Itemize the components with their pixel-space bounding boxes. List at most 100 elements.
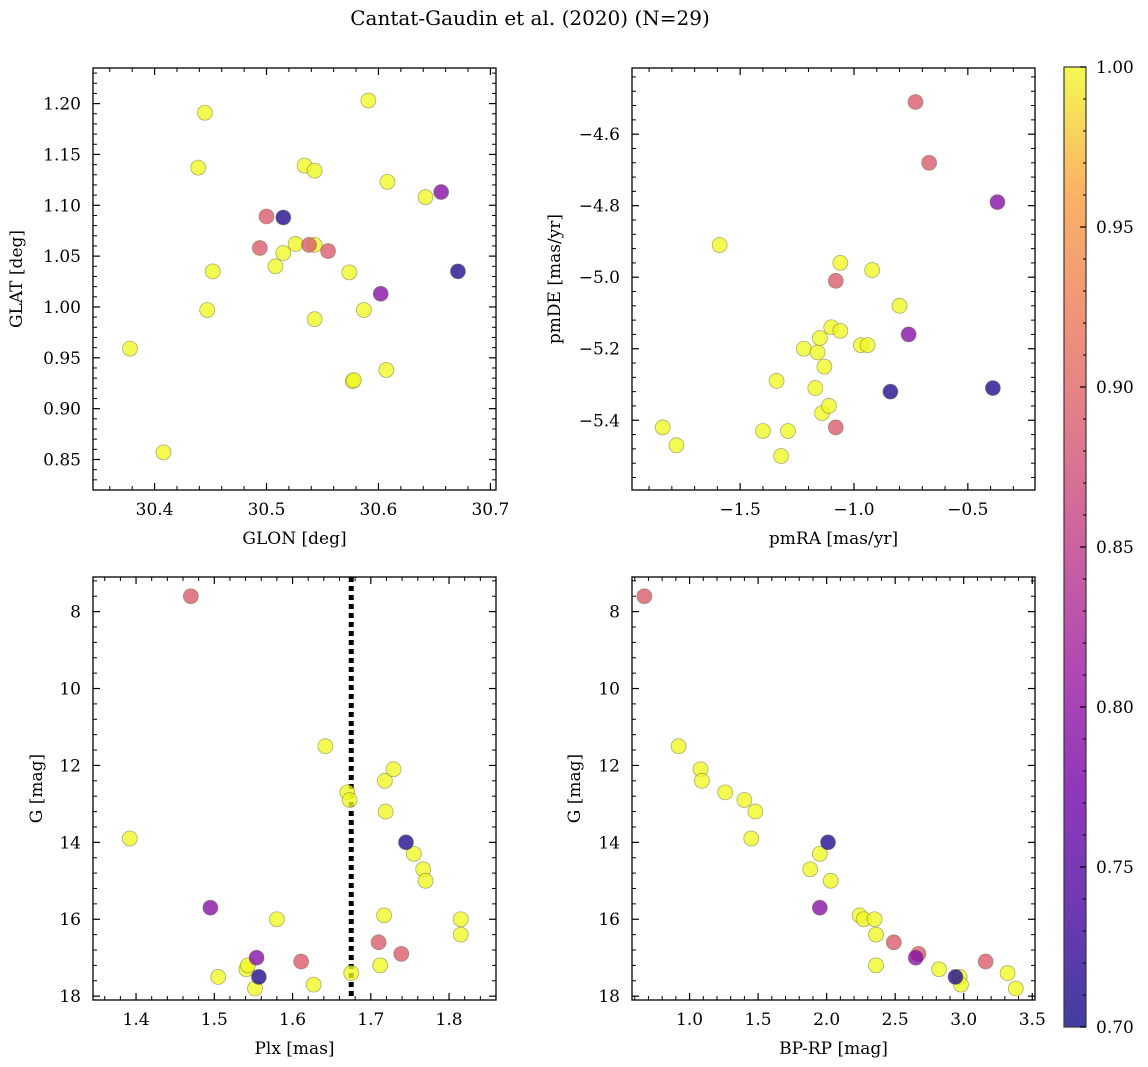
- data-point: [636, 588, 653, 605]
- data-point: [251, 240, 268, 256]
- y-tick-label: 0.90: [43, 400, 81, 420]
- x-tick-label: 30.6: [360, 500, 398, 520]
- data-point: [668, 437, 685, 454]
- data-point: [250, 969, 267, 985]
- x-tick-label: 1.5: [201, 1010, 228, 1030]
- data-point: [376, 772, 393, 789]
- y-axis-label: G [mag]: [565, 754, 585, 823]
- y-axis-label: GLAT [deg]: [7, 230, 27, 328]
- panel-pmra-pmde: −1.5 −1.0 −0.5 −5.4 −5.2 −5.0 −4.8 −4.6 pmRA [ma…: [545, 67, 1036, 549]
- x-tick-label: −1.5: [720, 500, 761, 520]
- x-axis-label: BP-RP [mag]: [779, 1039, 888, 1059]
- data-point: [811, 899, 828, 916]
- x-tick-label: 3.0: [950, 1010, 977, 1030]
- data-point: [811, 330, 828, 346]
- data-point: [1007, 980, 1024, 997]
- data-point: [907, 949, 924, 966]
- y-tick-label: −5.4: [579, 411, 620, 431]
- y-tick-label: 12: [59, 756, 81, 776]
- data-point: [182, 588, 199, 605]
- x-tick-label: −1.0: [833, 500, 874, 520]
- y-tick-label: 1.00: [43, 298, 81, 318]
- data-point: [267, 258, 284, 275]
- colorbar-tick-label: 0.70: [1096, 1018, 1134, 1038]
- axes-frame: [631, 576, 1036, 1001]
- data-point: [341, 792, 358, 808]
- data-point: [306, 311, 323, 328]
- y-tick-label: 16: [59, 910, 81, 930]
- data-point: [868, 926, 884, 943]
- data-point: [345, 372, 362, 389]
- axes-frame: [92, 67, 497, 491]
- data-point: [398, 834, 414, 851]
- data-point: [317, 738, 334, 755]
- data-point: [450, 263, 466, 280]
- y-tick-label: −5.0: [579, 268, 620, 288]
- data-point: [370, 934, 387, 951]
- data-point: [711, 237, 728, 253]
- data-point: [343, 965, 360, 981]
- panel-plx-g: 1.4 1.5 1.6 1.7 1.8 8 10 12 14 16 18 Plx [mas] G [ma…: [27, 576, 497, 1059]
- figure-title: Cantat-Gaudin et al. (2020) (N=29): [350, 6, 710, 30]
- data-point: [868, 957, 884, 974]
- data-point: [287, 236, 304, 252]
- colorbar-tick-label: 0.75: [1096, 858, 1134, 878]
- y-tick-label: 1.20: [43, 95, 81, 115]
- y-tick-label: 14: [59, 833, 81, 853]
- y-tick-label: 0.85: [43, 450, 81, 470]
- data-point: [999, 965, 1016, 981]
- data-point: [372, 957, 389, 974]
- x-tick-label: 1.8: [436, 1010, 463, 1030]
- data-point: [755, 423, 771, 439]
- data-point: [811, 845, 828, 862]
- data-point: [820, 834, 836, 851]
- data-point: [275, 245, 292, 261]
- x-tick-label: 1.0: [676, 1010, 703, 1030]
- data-point: [977, 953, 994, 970]
- data-point: [155, 444, 172, 461]
- x-tick-label: 3.5: [1019, 1010, 1046, 1030]
- data-point: [796, 340, 812, 357]
- data-point: [301, 237, 317, 253]
- data-point: [190, 159, 207, 176]
- y-tick-label: 10: [59, 680, 81, 700]
- axes-frame: [631, 67, 1036, 491]
- colorbar-tick-label: 0.95: [1096, 218, 1134, 238]
- x-tick-label: −0.5: [947, 500, 988, 520]
- y-tick-label: 1.10: [43, 196, 81, 216]
- data-point: [258, 208, 275, 225]
- data-point: [306, 162, 323, 179]
- data-point: [947, 969, 964, 985]
- data-point: [268, 911, 285, 928]
- data-point: [747, 803, 764, 820]
- data-point: [378, 362, 395, 378]
- y-tick-label: 8: [609, 603, 620, 623]
- data-point: [360, 92, 377, 109]
- panel-color-magnitude: 1.0 1.5 2.0 2.5 3.0 3.5 8 10 12 14 16 18 BP-RP [mag]…: [565, 576, 1046, 1059]
- data-point: [202, 899, 219, 916]
- data-point: [694, 772, 710, 789]
- axes-frame: [92, 576, 497, 1001]
- data-point: [433, 184, 450, 200]
- data-point: [393, 945, 410, 962]
- data-point: [882, 383, 899, 400]
- colorbar: 0.70 0.75 0.80 0.85 0.90 0.95 1.00: [1063, 58, 1134, 1038]
- y-tick-label: 12: [598, 756, 620, 776]
- data-point: [832, 255, 849, 271]
- data-point: [654, 419, 671, 436]
- data-point: [385, 761, 402, 778]
- data-point: [248, 949, 265, 966]
- data-point: [802, 861, 819, 878]
- data-point: [372, 285, 389, 302]
- data-point: [417, 872, 434, 889]
- data-point: [827, 419, 844, 436]
- data-point: [122, 340, 138, 357]
- data-point: [197, 104, 213, 121]
- data-point: [832, 322, 849, 339]
- data-point: [827, 272, 844, 289]
- y-tick-label: 14: [598, 833, 620, 853]
- data-point: [921, 154, 938, 171]
- y-tick-label: −5.2: [579, 340, 620, 360]
- x-tick-label: 1.4: [123, 1010, 150, 1030]
- colorbar-tick-label: 0.80: [1096, 698, 1134, 718]
